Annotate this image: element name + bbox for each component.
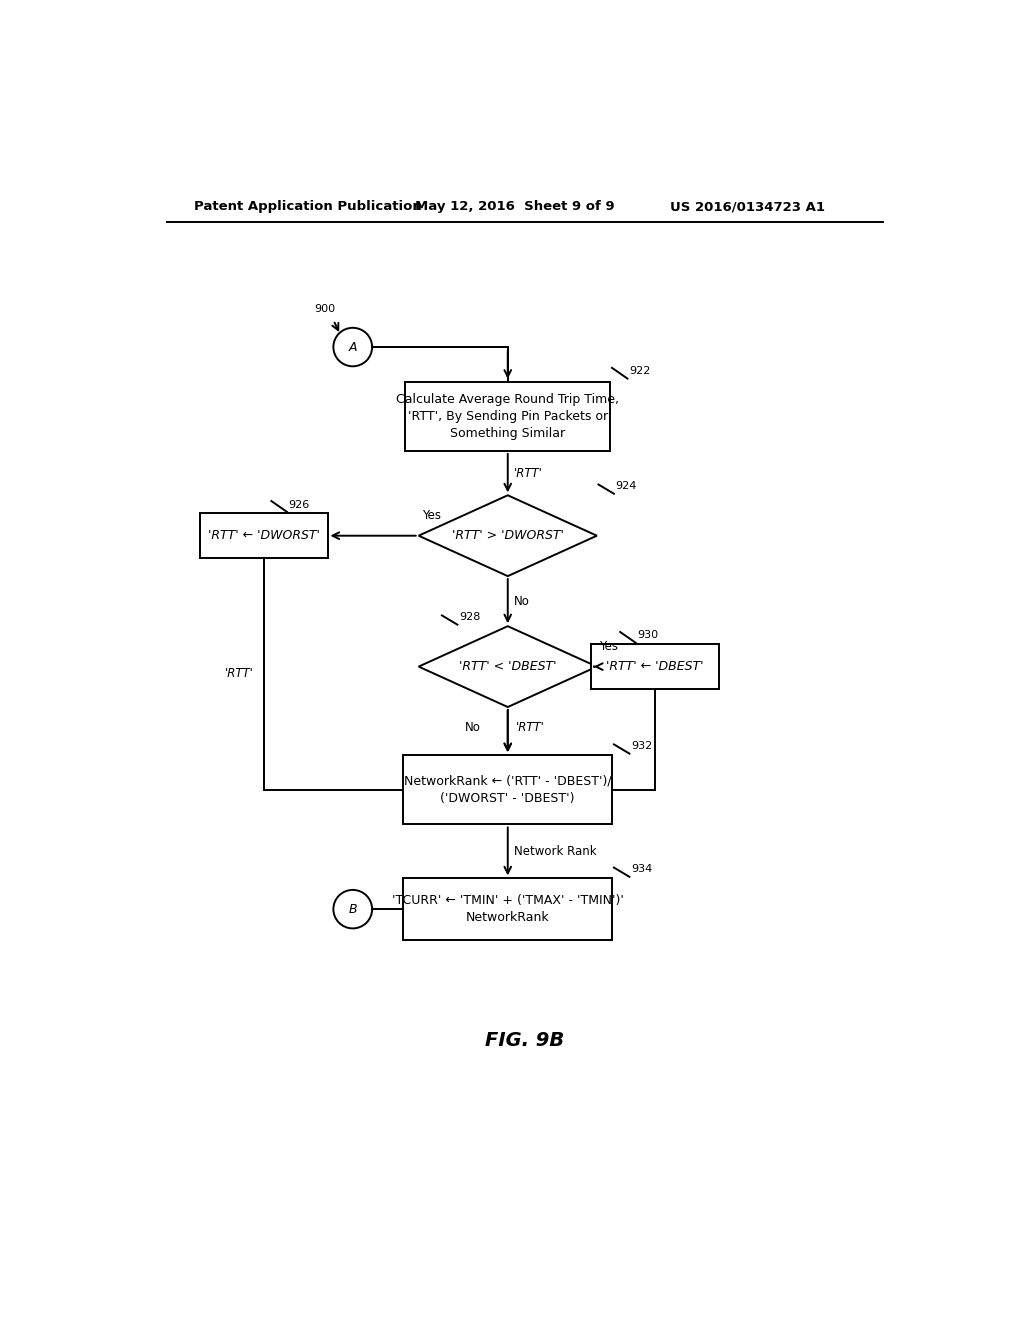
Text: NetworkRank ← ('RTT' - 'DBEST')/
('DWORST' - 'DBEST'): NetworkRank ← ('RTT' - 'DBEST')/ ('DWORS…	[403, 775, 611, 805]
Text: A: A	[348, 341, 357, 354]
Text: 922: 922	[629, 367, 650, 376]
Text: 'RTT': 'RTT'	[515, 721, 545, 734]
FancyBboxPatch shape	[403, 755, 612, 825]
Text: 934: 934	[631, 865, 652, 874]
Text: 930: 930	[637, 631, 658, 640]
Text: 'TCURR' ← 'TMIN' + ('TMAX' - 'TMIN')'
NetworkRank: 'TCURR' ← 'TMIN' + ('TMAX' - 'TMIN')' Ne…	[392, 894, 624, 924]
Text: 'RTT': 'RTT'	[514, 467, 543, 479]
Text: Yes: Yes	[423, 508, 441, 521]
Text: B: B	[348, 903, 357, 916]
Text: 'RTT': 'RTT'	[225, 668, 254, 680]
Text: 'RTT' > 'DWORST': 'RTT' > 'DWORST'	[452, 529, 563, 543]
Text: 900: 900	[314, 304, 335, 314]
Text: 928: 928	[459, 612, 480, 622]
Text: No: No	[465, 721, 481, 734]
Circle shape	[334, 327, 372, 367]
Text: 926: 926	[289, 499, 309, 510]
Polygon shape	[419, 626, 597, 708]
Text: Yes: Yes	[599, 640, 618, 653]
Text: 932: 932	[631, 742, 652, 751]
Text: Calculate Average Round Trip Time,
'RTT', By Sending Pin Packets or
Something Si: Calculate Average Round Trip Time, 'RTT'…	[396, 393, 620, 440]
Text: 'RTT' ← 'DWORST': 'RTT' ← 'DWORST'	[208, 529, 319, 543]
Circle shape	[334, 890, 372, 928]
Text: FIG. 9B: FIG. 9B	[485, 1031, 564, 1049]
FancyBboxPatch shape	[403, 878, 612, 940]
Text: 924: 924	[615, 482, 637, 491]
Polygon shape	[419, 495, 597, 576]
FancyBboxPatch shape	[200, 513, 328, 558]
Text: US 2016/0134723 A1: US 2016/0134723 A1	[671, 201, 825, 214]
Text: 'RTT' ← 'DBEST': 'RTT' ← 'DBEST'	[606, 660, 703, 673]
Text: No: No	[514, 594, 529, 607]
FancyBboxPatch shape	[406, 381, 610, 451]
Text: Patent Application Publication: Patent Application Publication	[194, 201, 422, 214]
Text: 'RTT' < 'DBEST': 'RTT' < 'DBEST'	[459, 660, 556, 673]
Text: Network Rank: Network Rank	[514, 845, 597, 858]
FancyBboxPatch shape	[591, 644, 719, 689]
Text: May 12, 2016  Sheet 9 of 9: May 12, 2016 Sheet 9 of 9	[415, 201, 614, 214]
